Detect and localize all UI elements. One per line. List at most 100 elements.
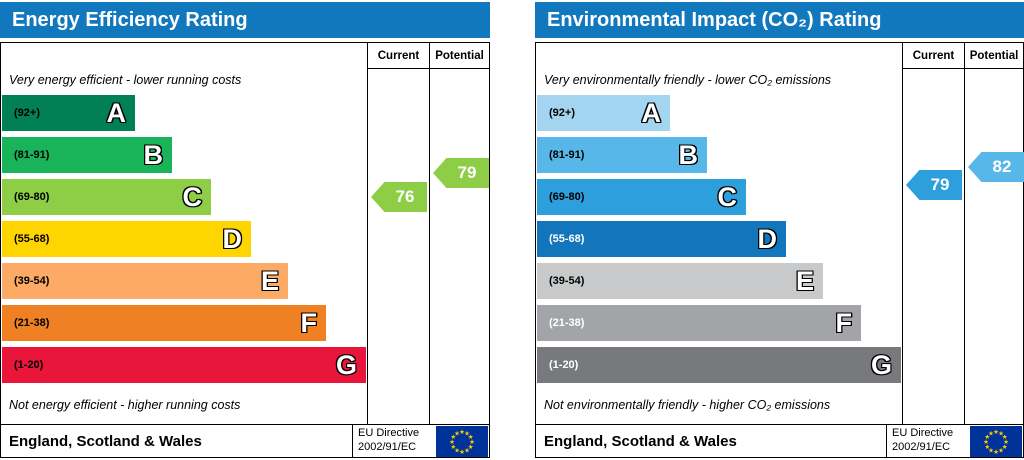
band-range-label: (69-80) (14, 191, 50, 203)
band-range-label: (1-20) (549, 359, 579, 371)
eu-directive-line2: 2002/91/EC (358, 441, 417, 453)
band-letter: B (143, 140, 163, 171)
current-column-header: Current (368, 43, 429, 69)
environmental-impact-rating-chart: Environmental Impact (CO₂) Rating Very e… (535, 2, 1024, 458)
chart-title: Environmental Impact (CO₂) Rating (547, 8, 882, 31)
epc-band-b: (81-91) B (537, 137, 707, 173)
epc-band-e: (39-54) E (2, 263, 288, 299)
epc-band-a: (92+) A (2, 95, 135, 131)
footer-region: England, Scotland & Wales (544, 432, 737, 450)
svg-text:★: ★ (464, 429, 470, 437)
potential-column-header: Potential (965, 43, 1023, 69)
svg-text:★: ★ (450, 443, 456, 451)
eu-flag-icon: ★ ★★ ★★★ ★★★ ★★★ (970, 425, 1022, 457)
band-range-label: (55-68) (14, 233, 50, 245)
potential-column: Potential 79 (429, 43, 489, 424)
epc-band-f: (21-38) F (2, 305, 326, 341)
chart-frame: Very environmentally friendly - lower CO… (535, 42, 1024, 458)
band-range-label: (21-38) (14, 317, 50, 329)
band-letter: A (106, 98, 126, 129)
eu-directive-line2: 2002/91/EC (892, 441, 951, 453)
epc-band-f: (21-38) F (537, 305, 861, 341)
epc-band-e: (39-54) E (537, 263, 823, 299)
current-column-header: Current (903, 43, 964, 69)
band-letter: A (641, 98, 661, 129)
svg-text:★: ★ (469, 438, 475, 446)
chart-footer: England, Scotland & Wales EU Directive 2… (1, 424, 489, 457)
band-range-label: (92+) (549, 107, 575, 119)
chart-frame: Very energy efficient - lower running co… (0, 42, 490, 458)
epc-band-g: (1-20) G (2, 347, 366, 383)
svg-text:★: ★ (998, 446, 1004, 454)
chart-title: Energy Efficiency Rating (12, 8, 248, 31)
eu-directive-line1: EU Directive (358, 427, 420, 440)
epc-band-c: (69-80) C (2, 179, 211, 215)
band-range-label: (92+) (14, 107, 40, 119)
potential-rating-arrow: 79 (433, 158, 489, 188)
band-letter: F (835, 308, 852, 339)
svg-text:★: ★ (988, 429, 994, 437)
bottom-caption: Not environmentally friendly - higher CO… (544, 398, 831, 412)
svg-text:★: ★ (993, 428, 999, 436)
epc-band-d: (55-68) D (537, 221, 786, 257)
band-range-label: (39-54) (549, 275, 585, 287)
footer-region: England, Scotland & Wales (9, 432, 202, 450)
svg-text:★: ★ (454, 429, 460, 437)
chart-footer: England, Scotland & Wales EU Directive 2… (536, 424, 1023, 457)
current-rating-arrow: 76 (371, 182, 427, 212)
band-range-label: (1-20) (14, 359, 44, 371)
epc-band-g: (1-20) G (537, 347, 901, 383)
band-letter: F (300, 308, 317, 339)
svg-text:★: ★ (468, 433, 474, 441)
epc-band-a: (92+) A (537, 95, 670, 131)
potential-rating-arrow: 82 (968, 152, 1024, 182)
svg-text:★: ★ (450, 433, 456, 441)
energy-efficiency-rating-chart: Energy Efficiency Rating Very energy eff… (0, 2, 490, 458)
svg-text:★: ★ (984, 433, 990, 441)
band-range-label: (81-91) (14, 149, 50, 161)
eu-directive-label: EU Directive 2002/91/EC (886, 425, 970, 457)
potential-column: Potential 82 (964, 43, 1024, 424)
eu-directive-label: EU Directive 2002/91/EC (352, 425, 436, 457)
svg-text:★: ★ (454, 446, 460, 454)
epc-band-c: (69-80) C (537, 179, 746, 215)
eu-flag-icon: ★ ★★ ★★★ ★★★ ★★★ (436, 425, 488, 457)
band-letter: D (757, 224, 777, 255)
svg-text:★: ★ (1003, 438, 1009, 446)
band-range-label: (69-80) (549, 191, 585, 203)
band-range-label: (21-38) (549, 317, 585, 329)
eu-directive-line1: EU Directive (892, 427, 954, 440)
svg-text:★: ★ (468, 443, 474, 451)
band-letter: C (182, 182, 202, 213)
current-column: Current 79 (902, 43, 964, 424)
svg-text:★: ★ (459, 448, 465, 456)
epc-band-d: (55-68) D (2, 221, 251, 257)
current-column: Current 76 (367, 43, 429, 424)
svg-text:★: ★ (1002, 433, 1008, 441)
chart-title-bar: Environmental Impact (CO₂) Rating (535, 2, 1024, 38)
current-rating-arrow: 79 (906, 170, 962, 200)
band-letter: D (222, 224, 242, 255)
svg-text:★: ★ (459, 428, 465, 436)
svg-text:★: ★ (993, 448, 999, 456)
svg-text:★: ★ (464, 446, 470, 454)
epc-band-b: (81-91) B (2, 137, 172, 173)
svg-text:★: ★ (984, 443, 990, 451)
svg-text:★: ★ (983, 438, 989, 446)
band-letter: G (335, 350, 357, 381)
top-caption: Very energy efficient - lower running co… (9, 73, 242, 87)
chart-title-bar: Energy Efficiency Rating (0, 2, 490, 38)
svg-text:★: ★ (1002, 443, 1008, 451)
bottom-caption: Not energy efficient - higher running co… (9, 398, 241, 412)
svg-text:★: ★ (449, 438, 455, 446)
top-caption: Very environmentally friendly - lower CO… (544, 73, 832, 87)
band-letter: E (260, 266, 279, 297)
band-letter: E (795, 266, 814, 297)
band-range-label: (39-54) (14, 275, 50, 287)
chart-body: Very environmentally friendly - lower CO… (536, 43, 1024, 424)
band-letter: C (717, 182, 737, 213)
band-range-label: (81-91) (549, 149, 585, 161)
svg-text:★: ★ (988, 446, 994, 454)
band-range-label: (55-68) (549, 233, 585, 245)
